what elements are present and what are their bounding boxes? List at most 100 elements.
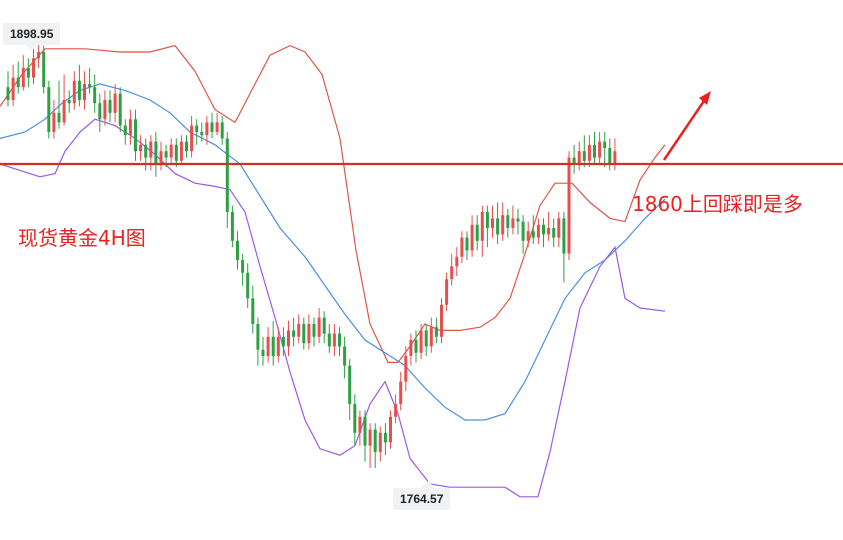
candle [465, 231, 469, 260]
candle [470, 215, 474, 257]
candle [419, 324, 423, 360]
candle [521, 215, 525, 254]
candle [241, 253, 245, 286]
candle [281, 327, 285, 356]
chart-title: 现货黄金4H图 [18, 226, 146, 250]
candle [134, 109, 137, 161]
candle [174, 138, 178, 168]
candle [302, 317, 306, 350]
candle [83, 71, 86, 110]
candle [93, 74, 97, 113]
candle [205, 116, 209, 145]
candle [67, 90, 71, 113]
candle [88, 68, 92, 94]
candle [404, 346, 408, 392]
candle [98, 93, 102, 132]
candle [215, 112, 219, 136]
candlestick-series [6, 39, 617, 468]
candle [455, 247, 459, 276]
candle [312, 317, 316, 347]
candle [526, 221, 530, 248]
low-price-label: 1764.57 [393, 488, 451, 510]
candle [409, 333, 413, 366]
candle [542, 218, 545, 248]
candle [343, 336, 347, 379]
candle [327, 324, 331, 353]
candle [261, 336, 265, 366]
candle [424, 324, 428, 356]
candle [225, 132, 229, 228]
candle [516, 208, 520, 235]
candle [332, 324, 336, 356]
candle [317, 308, 321, 344]
candle [378, 426, 382, 462]
candle [169, 138, 173, 164]
upper-band-line [0, 44, 666, 363]
high-price-pointer [24, 43, 38, 50]
candle [47, 80, 51, 139]
candle [562, 212, 566, 283]
candle [149, 135, 153, 171]
lower-band-line [0, 118, 666, 498]
candle [577, 141, 581, 171]
candle [108, 90, 112, 123]
candle [32, 48, 35, 84]
candle [72, 71, 76, 110]
candle [383, 423, 387, 456]
candle [113, 84, 117, 123]
candle [547, 212, 551, 241]
candle [185, 135, 188, 158]
candle [128, 109, 132, 145]
candle [103, 90, 107, 126]
candle [200, 122, 204, 142]
candle [389, 410, 392, 449]
candle [42, 45, 46, 94]
candle [445, 272, 449, 312]
annotation-text: 1860上回踩即是多 [632, 192, 803, 216]
candle [414, 330, 418, 363]
candle [276, 327, 280, 363]
candle [450, 253, 454, 286]
candle [11, 64, 15, 107]
candle [501, 202, 505, 241]
candle [373, 423, 377, 468]
candle [480, 205, 484, 257]
candle [552, 218, 556, 248]
candle [251, 285, 255, 334]
candle [118, 87, 122, 132]
candle [613, 138, 617, 171]
candle [195, 119, 199, 145]
candle [496, 202, 500, 244]
candle [531, 215, 535, 244]
candle [572, 144, 576, 174]
candle [52, 100, 56, 139]
candle [271, 320, 275, 366]
candle [475, 215, 479, 251]
candle [536, 218, 540, 244]
middle-band-line [0, 83, 666, 421]
candle [358, 410, 362, 446]
candle [77, 64, 81, 107]
candle [307, 314, 311, 350]
candle [144, 138, 148, 171]
candle [368, 423, 372, 468]
candle [593, 132, 596, 164]
candle [399, 372, 403, 411]
upward-arrow-icon [662, 91, 711, 161]
candle [394, 394, 398, 424]
candle [6, 71, 10, 107]
candle [338, 327, 341, 356]
candle [322, 311, 326, 344]
candle [506, 208, 510, 238]
candle [353, 394, 357, 446]
candle [434, 317, 438, 344]
candle [587, 135, 591, 168]
high-price-label: 1898.95 [3, 23, 61, 45]
candle [603, 132, 607, 168]
candle [26, 58, 30, 88]
candle [256, 317, 260, 366]
candle [429, 317, 433, 353]
candle [123, 119, 127, 145]
candle [598, 132, 602, 164]
